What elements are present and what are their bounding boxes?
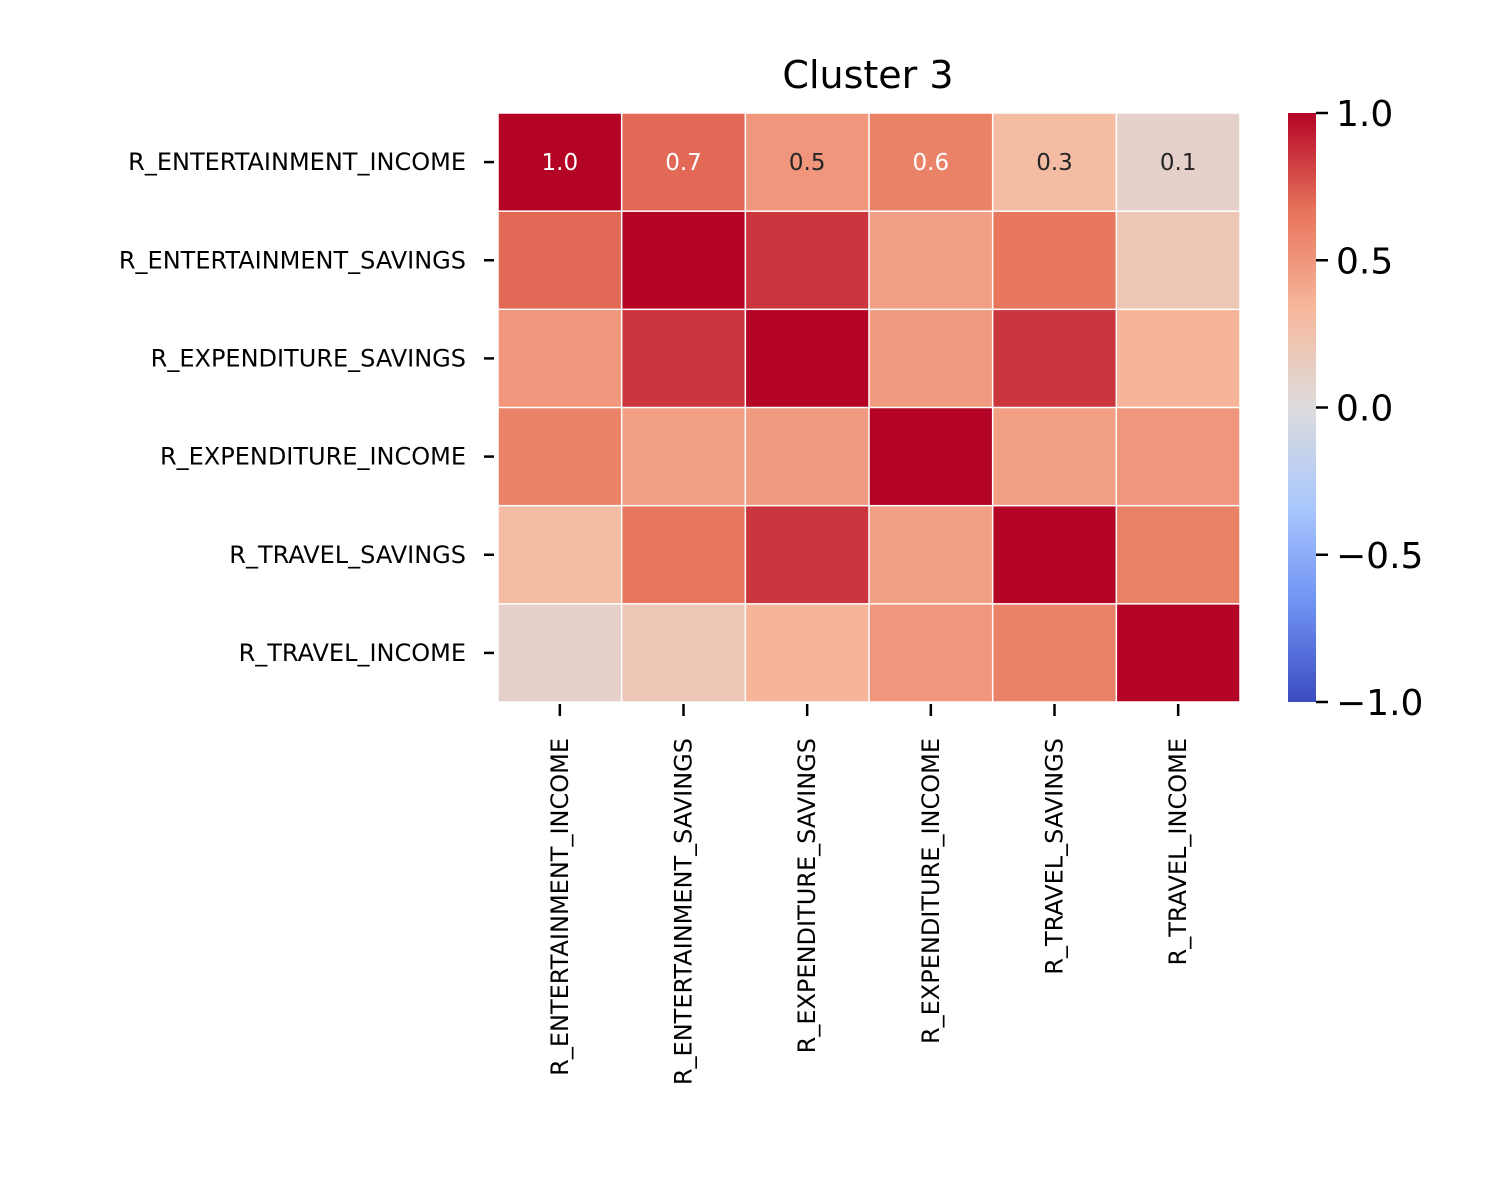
heatmap-cell [869,113,992,211]
column-tick-label: R_TRAVEL_SAVINGS [1041,738,1069,975]
row-tick-label: R_ENTERTAINMENT_SAVINGS [119,246,466,274]
colorbar-tick-label: −1.0 [1336,683,1423,724]
colorbar-tick-label: 0.0 [1336,389,1393,430]
heatmap-cell [498,604,621,702]
column-tick-label: R_TRAVEL_INCOME [1164,738,1192,965]
colorbar: −1.0 −0.5 0.0 0.5 1.0 [1288,94,1423,724]
colorbar-tick-label: 1.0 [1336,94,1393,135]
heatmap-cell [746,506,869,604]
heatmap-cell [1117,506,1240,604]
column-tick-labels: R_ENTERTAINMENT_INCOME R_ENTERTAINMENT_SA… [546,704,1192,1085]
row-tick-label: R_EXPENDITURE_SAVINGS [151,344,466,372]
heatmap-cell [1117,211,1240,309]
heatmap-cell [498,506,621,604]
heatmap-cell [746,113,869,211]
row-tick-label: R_TRAVEL_SAVINGS [229,541,466,569]
heatmap-cell [869,310,992,407]
cell-annotation: 0.1 [1160,150,1197,176]
heatmap-cell [746,408,869,505]
heatmap-cell [993,211,1116,309]
heatmap-annotations: 1.0 0.7 0.5 0.6 0.3 0.1 [542,150,1197,176]
column-tick-label: R_EXPENDITURE_INCOME [917,738,945,1044]
heatmap-cell [1117,310,1240,407]
heatmap-cell [869,604,992,702]
heatmap-cell [746,604,869,702]
heatmap-cell [622,408,745,505]
row-tick-label: R_ENTERTAINMENT_INCOME [128,148,466,176]
heatmap-cell [498,310,621,407]
column-tick-label: R_EXPENDITURE_SAVINGS [793,738,821,1053]
cell-annotation: 0.7 [665,150,702,176]
cell-annotation: 1.0 [542,150,579,176]
heatmap-cell [869,211,992,309]
cell-annotation: 0.5 [789,150,826,176]
cell-annotation: 0.6 [913,150,950,176]
chart-title: Cluster 3 [782,53,953,97]
heatmap-cell [1117,604,1240,702]
heatmap-cell [622,211,745,309]
colorbar-gradient [1288,113,1316,702]
colorbar-tick-label: −0.5 [1336,536,1423,577]
heatmap-cell [498,211,621,309]
row-tick-label: R_TRAVEL_INCOME [239,639,466,667]
heatmap-cell [746,310,869,407]
heatmap-cells [498,113,1240,702]
row-tick-labels: R_ENTERTAINMENT_INCOME R_ENTERTAINMENT_SA… [119,148,494,667]
heatmap-cell [993,506,1116,604]
column-tick-label: R_ENTERTAINMENT_SAVINGS [670,738,698,1085]
heatmap-cell [869,408,992,505]
row-tick-label: R_EXPENDITURE_INCOME [160,443,466,471]
column-tick-label: R_ENTERTAINMENT_INCOME [546,738,574,1076]
heatmap-cell [746,211,869,309]
heatmap-cell [622,604,745,702]
heatmap-cell [993,310,1116,407]
heatmap-cell [1117,113,1240,211]
heatmap-cell [622,506,745,604]
cell-annotation: 0.3 [1036,150,1073,176]
heatmap-cell [993,408,1116,505]
heatmap-cell [993,604,1116,702]
heatmap-cell [993,113,1116,211]
heatmap-cell [498,408,621,505]
heatmap-cell [622,310,745,407]
heatmap-cell [622,113,745,211]
heatmap-cell [869,506,992,604]
heatmap-cell [1117,408,1240,505]
heatmap-cell [498,113,621,211]
colorbar-tick-label: 0.5 [1336,241,1393,282]
